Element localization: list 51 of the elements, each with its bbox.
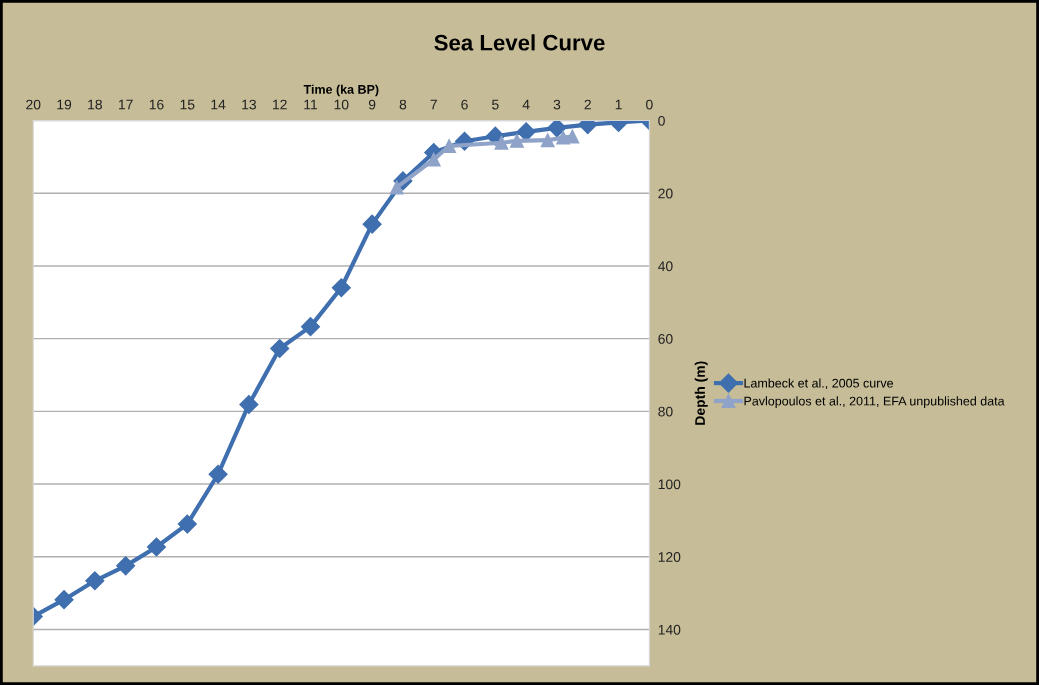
- x-tick-label: 6: [461, 99, 468, 110]
- point: [442, 139, 457, 153]
- x-tick-label: 17: [119, 99, 133, 110]
- y-tick-label: 20: [658, 188, 673, 199]
- point: [331, 278, 351, 298]
- x-tick-label: 0: [646, 99, 653, 110]
- point: [177, 514, 197, 534]
- x-tick-label: 5: [492, 99, 499, 110]
- point: [270, 338, 290, 359]
- point: [54, 590, 74, 610]
- x-tick-label: 16: [149, 99, 164, 110]
- y-tick-label: 120: [658, 552, 681, 562]
- x-tick-label: 18: [88, 99, 102, 110]
- x-tick-label: 11: [304, 99, 318, 110]
- y-tick-label: 40: [658, 261, 673, 272]
- x-tick-label: 3: [553, 99, 561, 110]
- point: [300, 317, 321, 337]
- y-tick-label: 60: [658, 334, 673, 344]
- x-tick-label: 12: [273, 99, 287, 110]
- point: [362, 214, 382, 234]
- x-tick-label: 2: [584, 99, 591, 110]
- point: [116, 556, 136, 576]
- x-tick-label: 19: [57, 99, 72, 110]
- x-axis-title: Time (ka BP): [303, 84, 379, 97]
- point: [547, 120, 567, 138]
- point: [540, 133, 555, 148]
- y-tick-label: 140: [658, 624, 681, 635]
- legend-label: Pavlopoulos et al., 2011, EFA unpublished data: [744, 396, 1005, 408]
- point: [208, 464, 228, 484]
- point: [85, 571, 105, 591]
- y-tick-label: 80: [658, 406, 673, 417]
- point: [146, 537, 167, 557]
- point: [509, 133, 524, 148]
- y-tick-label: 0: [658, 115, 665, 126]
- y-axis-title: Depth (m): [694, 361, 708, 425]
- x-tick-label: 8: [399, 99, 407, 110]
- x-tick-label: 1: [615, 99, 622, 110]
- y-tick-label: 100: [658, 479, 681, 490]
- x-tick-label: 9: [368, 99, 376, 110]
- legend-label: Lambeck et al., 2005 curve: [744, 378, 894, 390]
- chart-title: Sea Level Curve: [434, 34, 605, 51]
- point: [426, 152, 441, 167]
- point: [239, 394, 259, 414]
- x-tick-label: 10: [334, 99, 349, 110]
- point: [516, 122, 536, 142]
- x-tick-label: 4: [522, 99, 530, 110]
- x-tick-label: 20: [26, 99, 41, 110]
- x-tick-label: 14: [211, 99, 226, 110]
- x-tick-label: 13: [242, 99, 257, 110]
- x-tick-label: 15: [180, 99, 195, 110]
- x-tick-label: 7: [430, 99, 437, 110]
